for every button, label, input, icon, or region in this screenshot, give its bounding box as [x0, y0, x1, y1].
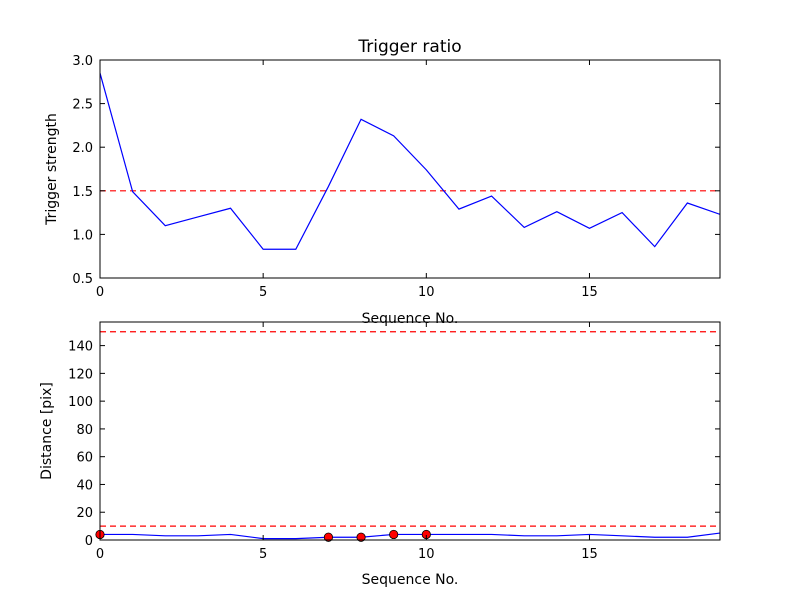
y-axis-label: Trigger strength — [44, 113, 60, 226]
chart-title: Trigger ratio — [357, 37, 461, 57]
tick-marks: 0 5 10 15 0 20 40 60 80 100 120 140 — [68, 322, 720, 562]
y-tick-label: 20 — [76, 506, 93, 521]
subplot-trigger-ratio: Trigger ratio 0 5 10 15 0.5 1.0 1.5 2.0 2.5 3.0 S… — [44, 37, 721, 327]
axes-frame — [99, 59, 721, 279]
y-tick-label: 80 — [76, 423, 93, 438]
y-tick-label: 3.0 — [72, 54, 93, 69]
x-axis-label: Sequence No. — [362, 572, 459, 588]
y-tick-label: 60 — [76, 451, 93, 466]
y-tick-label: 0.5 — [72, 272, 93, 287]
data-marker — [323, 532, 334, 542]
x-tick-label: 5 — [259, 547, 267, 562]
y-tick-label: 2.5 — [72, 98, 93, 113]
x-axis-label: Sequence No. — [362, 311, 459, 327]
y-axis-label: Distance [pix] — [39, 382, 55, 480]
y-tick-label: 120 — [68, 367, 93, 382]
y-tick-label: 100 — [68, 395, 93, 410]
series-line — [100, 72, 720, 250]
data-marker — [389, 529, 399, 540]
x-tick-label: 0 — [96, 285, 104, 300]
y-tick-label: 1.0 — [72, 228, 93, 243]
tick-marks: 0 5 10 15 0.5 1.0 1.5 2.0 2.5 3.0 — [72, 54, 720, 300]
y-tick-label: 2.0 — [72, 141, 93, 156]
x-tick-label: 5 — [259, 285, 267, 300]
x-tick-label: 10 — [418, 547, 435, 562]
y-tick-label: 0 — [85, 534, 93, 549]
x-tick-label: 0 — [96, 547, 104, 562]
data-marker — [356, 532, 366, 542]
series-line — [100, 532, 720, 540]
y-tick-label: 40 — [76, 478, 93, 493]
x-tick-label: 15 — [581, 547, 598, 562]
y-tick-label: 1.5 — [72, 185, 93, 200]
subplot-distance: 0 5 10 15 0 20 40 60 80 100 120 140 Sequence No. Di… — [39, 321, 721, 588]
plot-area — [100, 72, 720, 250]
x-tick-label: 15 — [581, 285, 598, 300]
axes-frame — [99, 321, 721, 541]
y-tick-label: 140 — [68, 340, 93, 355]
x-tick-label: 10 — [418, 285, 435, 300]
